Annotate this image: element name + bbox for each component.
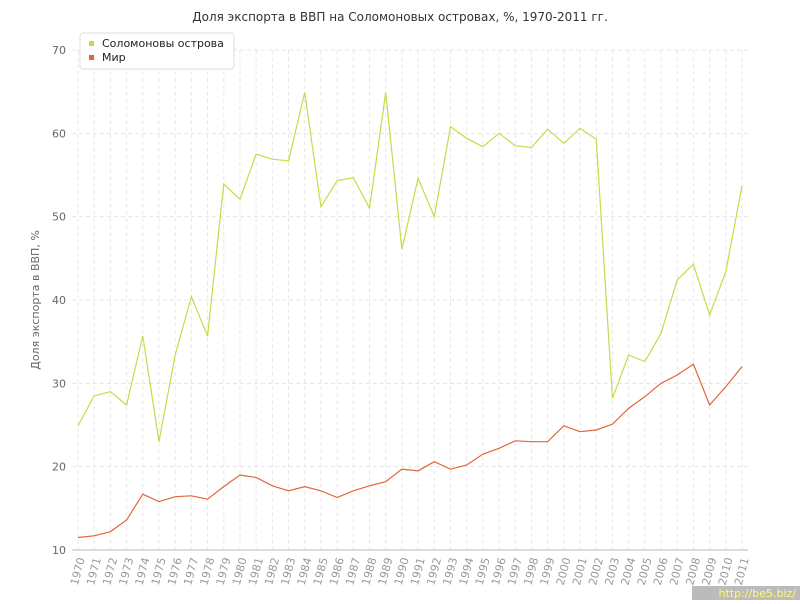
y-tick-label: 60 <box>52 127 66 140</box>
y-tick-label: 50 <box>52 211 66 224</box>
y-axis-label: Доля экспорта в ВВП, % <box>29 230 42 370</box>
chart-title: Доля экспорта в ВВП на Соломоновых остро… <box>192 10 608 24</box>
y-tick-label: 20 <box>52 461 66 474</box>
series-line <box>77 92 743 442</box>
legend-label: Соломоновы острова <box>102 37 224 50</box>
series-line <box>77 363 743 539</box>
y-tick-label: 10 <box>52 544 66 557</box>
y-tick-label: 30 <box>52 377 66 390</box>
watermark-box <box>692 586 800 600</box>
watermark: http://be5.biz/ <box>719 587 797 600</box>
legend-box <box>79 32 235 70</box>
y-tick-label: 40 <box>52 294 66 307</box>
legend-label: Мир <box>102 51 126 64</box>
y-tick-label: 70 <box>52 44 66 57</box>
legend-swatch <box>89 41 94 46</box>
legend-swatch <box>89 55 94 60</box>
